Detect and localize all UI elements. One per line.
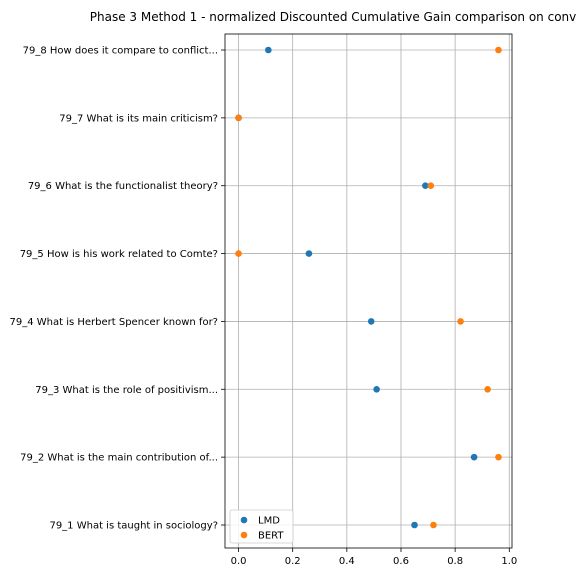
data-point-lmd: [305, 250, 313, 257]
plot-frame: [224, 33, 513, 549]
chart-title: Phase 3 Method 1 - normalized Discounted…: [90, 10, 576, 24]
data-point-lmd: [470, 453, 478, 461]
data-point-bert: [235, 250, 242, 257]
y-tick-label: 79_5 How is his work related to Comte?: [20, 249, 218, 260]
data-point-lmd: [411, 521, 418, 529]
data-point-bert: [430, 521, 437, 529]
axes: 0.0 0.2 0.4 0.6 0.8 1.0 79_1 What is taught in…: [9, 33, 517, 567]
data-point-lmd: [373, 385, 380, 393]
legend: LMD BERT: [229, 509, 294, 544]
data-point-bert: [235, 114, 242, 122]
x-tick-label: 0.4: [339, 556, 355, 567]
x-tick-label: 0.0: [231, 556, 247, 567]
data-point-bert: [484, 385, 491, 393]
y-tick-label: 79_6 What is the functionalist theory?: [28, 181, 218, 192]
data-point-bert: [495, 453, 502, 461]
legend-marker-lmd: [240, 516, 248, 524]
data-point-bert: [495, 46, 502, 54]
grid-lines: [225, 34, 512, 548]
y-tick-label: 79_8 How does it compare to conflict...: [23, 46, 218, 57]
legend-marker-bert: [240, 531, 248, 539]
data-point-bert: [457, 318, 464, 325]
data-point-lmd: [422, 182, 429, 190]
y-tick-label: 79_4 What is Herbert Spencer known for?: [9, 317, 218, 328]
data-points: [235, 46, 502, 529]
y-tick-label: 79_3 What is the role of positivism...: [35, 385, 218, 396]
x-tick-label: 0.6: [393, 556, 409, 567]
x-tick-label: 1.0: [501, 556, 517, 567]
x-tick-label: 0.8: [447, 556, 463, 567]
y-tick-label: 79_7 What is its main criticism?: [59, 113, 218, 124]
legend-label-lmd: LMD: [258, 516, 280, 527]
y-tick-label: 79_2 What is the main contribution of...: [20, 453, 218, 464]
data-point-bert: [427, 182, 435, 190]
data-point-lmd: [265, 46, 272, 54]
x-tick-label: 0.2: [285, 556, 301, 567]
legend-label-bert: BERT: [258, 531, 284, 542]
data-point-lmd: [367, 318, 375, 325]
y-tick-label: 79_1 What is taught in sociology?: [49, 521, 218, 532]
